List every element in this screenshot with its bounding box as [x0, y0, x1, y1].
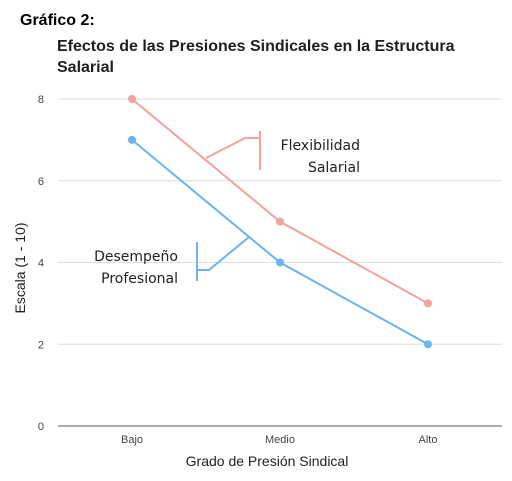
chart-title-line-2: Salarial: [57, 59, 114, 76]
series-annotations: Flexibilidad Salarial Desempeño Profesional: [94, 131, 360, 287]
annotation-label-1a: Flexibilidad: [281, 138, 360, 154]
annotation-bracket-1: [205, 131, 261, 170]
annotation-bracket-2: [196, 236, 250, 281]
data-point: [424, 299, 432, 308]
data-point: [276, 217, 284, 226]
figure-label: Gráfico 2:: [20, 12, 95, 29]
series-line-2: [131, 139, 429, 346]
chart-title-line-1: Efectos de las Presiones Sindicales en l…: [57, 38, 455, 55]
annotation-label-2a: Desempeño: [94, 249, 178, 265]
data-point: [276, 258, 284, 267]
annotation-label-1b: Salarial: [308, 160, 360, 176]
y-tick-label: 4: [38, 258, 44, 270]
y-tick-label: 8: [38, 94, 44, 106]
y-tick-label: 0: [38, 421, 44, 433]
data-point: [424, 340, 432, 349]
data-point: [128, 135, 136, 144]
data-point: [128, 95, 136, 103]
y-tick-label: 2: [38, 339, 44, 351]
x-tick-label: Alto: [419, 434, 438, 446]
y-axis-title: Escala (1 - 10): [12, 222, 28, 313]
x-tick-labels: Bajo Medio Alto: [121, 434, 438, 446]
y-tick-labels: 0 2 4 6 8: [38, 94, 44, 433]
series-lines: [128, 95, 432, 349]
x-axis-title: Grado de Presión Sindical: [186, 453, 349, 469]
x-tick-label: Medio: [265, 434, 295, 446]
y-tick-label: 6: [38, 176, 44, 188]
annotation-label-2b: Profesional: [101, 271, 178, 287]
x-tick-label: Bajo: [121, 434, 143, 446]
